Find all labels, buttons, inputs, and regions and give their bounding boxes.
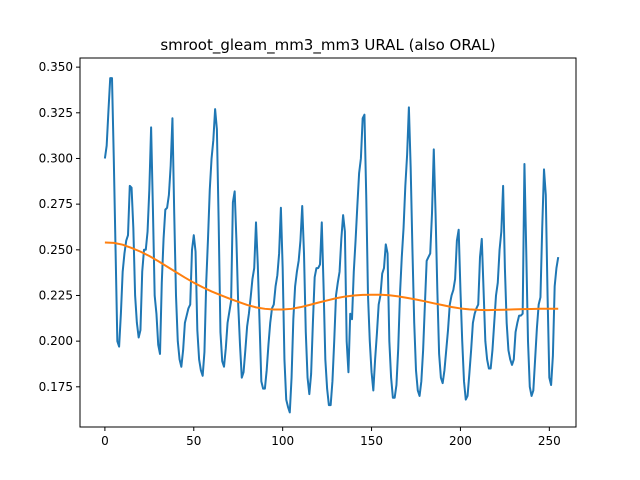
x-tick-label: 100 — [271, 434, 294, 448]
plot-frame — [79, 57, 577, 428]
y-tick-label: 0.175 — [39, 380, 73, 394]
y-tick-label: 0.325 — [39, 106, 73, 120]
series-line-2 — [104, 241, 559, 312]
x-tick-label: 150 — [360, 434, 383, 448]
y-tick-label: 0.200 — [39, 334, 73, 348]
y-tick-label: 0.300 — [39, 151, 73, 165]
x-tick-label: 0 — [101, 434, 109, 448]
plot-area — [103, 77, 560, 414]
chart-title: smroot_gleam_mm3_mm3 URAL (also ORAL) — [160, 36, 495, 55]
y-axis: 0.175 0.200 0.225 0.250 0.275 0.300 0.325 0.350 — [39, 60, 80, 394]
x-axis: 0 50 100 150 200 250 — [101, 427, 561, 448]
y-tick-label: 0.275 — [39, 197, 73, 211]
x-tick-label: 200 — [449, 434, 472, 448]
x-tick-label: 50 — [186, 434, 201, 448]
series-line-1 — [103, 77, 560, 414]
y-tick-label: 0.350 — [39, 60, 73, 74]
y-tick-label: 0.250 — [39, 243, 73, 257]
x-tick-label: 250 — [538, 434, 561, 448]
y-tick-label: 0.225 — [39, 288, 73, 302]
